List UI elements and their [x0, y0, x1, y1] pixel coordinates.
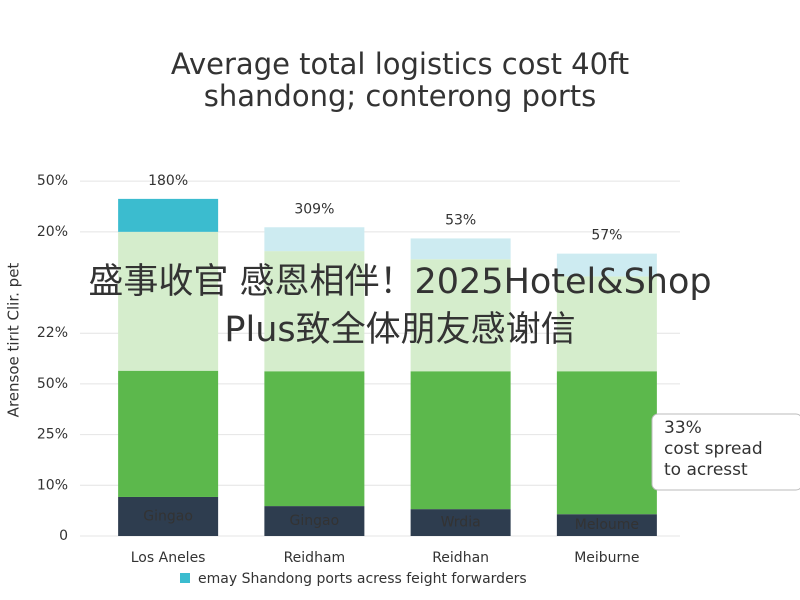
y-tick-label: 50% — [37, 376, 68, 392]
bar-segment — [556, 253, 657, 277]
callout-text: cost spread — [664, 439, 763, 459]
legend-swatch — [180, 573, 190, 583]
overlay-caption: Plus致全体朋友感谢信 — [224, 310, 575, 350]
segment-label: Gingao — [290, 513, 340, 529]
bar-segment — [118, 496, 219, 536]
segment-label: Gingao — [143, 508, 193, 524]
y-tick-label: 50% — [37, 173, 68, 189]
bar-segment — [410, 259, 511, 372]
bar-segment — [556, 514, 657, 536]
callout-text: 33% — [664, 418, 702, 438]
y-tick-label: 20% — [37, 224, 68, 240]
x-tick-label: Meiburne — [574, 550, 639, 566]
bar-segment — [264, 371, 365, 507]
bar-segment — [118, 370, 219, 497]
x-tick-label: Los Aneles — [131, 550, 206, 566]
bar-label: 57% — [591, 228, 622, 244]
y-tick-label: 10% — [37, 477, 68, 493]
legend-label: emay Shandong ports acress feight forwar… — [198, 571, 527, 587]
y-axis-label: Arensoe tirıt Clir. pet — [5, 263, 23, 418]
bar-label: 180% — [148, 173, 188, 189]
bar-label: 53% — [445, 212, 476, 228]
segment-label: Meloume — [575, 517, 639, 533]
bar-segment — [410, 509, 511, 536]
chart-title: Average total logistics cost 40ft — [171, 47, 629, 81]
callout-box — [651, 413, 800, 491]
bar-segment — [264, 227, 365, 252]
x-tick-label: Reidham — [284, 550, 346, 566]
bar-label: 309% — [294, 201, 334, 217]
bar-segment — [118, 231, 219, 371]
bar-segment — [410, 371, 511, 510]
bar-segment — [410, 238, 511, 260]
y-tick-label: 22% — [37, 325, 68, 341]
bar-segment — [264, 506, 365, 536]
segment-label: Wrdia — [441, 515, 481, 531]
y-tick-label: 0 — [59, 528, 68, 544]
bar-segment — [556, 276, 657, 372]
bar-segment — [118, 198, 219, 232]
callout-text: to acresst — [664, 460, 748, 480]
overlay-caption: 盛事收官 感恩相伴！2025Hotel&Shop — [88, 262, 711, 302]
x-tick-label: Reidhan — [432, 550, 489, 566]
bar-segment — [264, 251, 365, 372]
bar-segment — [556, 371, 657, 515]
chart-title: shandong; conterong ports — [204, 79, 596, 113]
y-tick-label: 25% — [37, 427, 68, 443]
